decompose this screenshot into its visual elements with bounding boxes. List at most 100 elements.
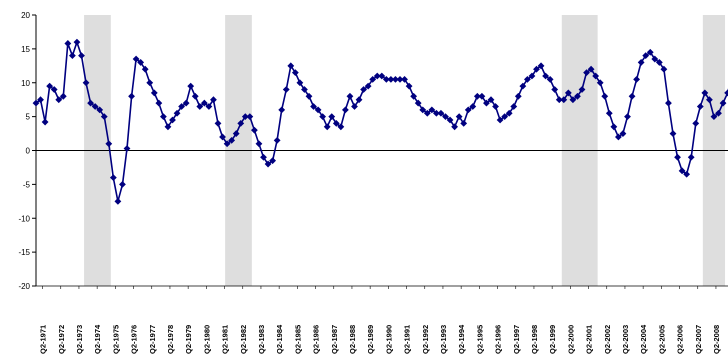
data-point [382,75,390,83]
data-point [205,103,213,110]
x-tick-label: Q2-1976 [130,325,139,354]
x-tick-label: Q2-1972 [57,325,66,354]
data-point [119,180,126,188]
data-point [564,89,572,97]
data-point [633,75,640,83]
data-point [651,55,659,63]
data-point [719,99,727,107]
data-point [360,86,367,93]
x-tick-label: Q2-1987 [330,325,339,354]
data-point [287,62,295,70]
data-point [96,106,104,114]
series-markers [32,38,728,205]
data-point [483,99,490,107]
data-point [473,92,481,100]
data-point [537,62,545,70]
data-point [46,82,54,90]
data-point [519,82,527,90]
data-point [196,103,204,110]
data-point [241,113,249,121]
data-point [669,130,677,137]
x-tick-label: Q2-1982 [239,325,248,354]
y-tick-label: 20 [21,11,30,20]
x-axis-ticks: Q2-1971 Q2-1972 Q2-1973 Q2-1974 Q2-1975 Q2-19… [39,286,721,354]
x-tick-label: Q2-1989 [366,325,375,354]
data-point [665,99,672,107]
x-tick-label: Q2-2004 [639,324,648,354]
data-point [87,99,94,107]
x-tick-label: Q2-2006 [676,325,685,354]
data-point [428,106,436,114]
data-point [273,136,281,144]
data-point [200,99,208,107]
data-point [683,170,691,178]
data-point [328,113,336,121]
data-point [496,116,504,124]
data-point [387,75,395,83]
data-point [373,72,381,80]
x-tick-label: Q2-1981 [221,325,230,354]
data-point [605,109,613,117]
data-point [232,130,240,137]
x-tick-label: Q2-2001 [585,325,594,354]
x-tick-label: Q2-1988 [348,325,357,354]
data-point [314,106,322,114]
data-point [355,96,363,104]
data-point [237,120,245,127]
data-point [437,109,445,117]
data-point [574,92,581,100]
y-tick-label: -20 [18,282,30,291]
y-axis-ticks: 20 15 10 5 0 -5 -10 -15 -20 [18,11,36,291]
data-point [228,136,236,144]
data-point [146,79,154,87]
y-tick-label: 10 [21,79,30,88]
data-point [223,140,231,148]
data-point [455,113,463,121]
x-tick-label: Q2-1992 [421,325,430,354]
x-tick-label: Q2-1973 [75,325,84,354]
x-tick-label: Q2-1996 [494,325,503,354]
x-tick-label: Q2-1998 [530,325,539,354]
data-point [332,120,340,127]
data-point [100,113,108,121]
x-tick-label: Q2-1994 [457,324,466,354]
data-point [82,79,90,87]
x-tick-label: Q2-1978 [166,325,175,354]
x-tick-label: Q2-1986 [312,325,321,354]
x-tick-label: Q2-1975 [111,325,120,354]
x-tick-label: Q2-1999 [548,325,557,354]
data-point [378,72,386,80]
data-point [524,75,531,83]
data-point [505,109,513,117]
data-point [346,92,354,100]
data-point [592,72,600,80]
data-point [446,116,454,124]
y-tick-label: 15 [21,45,30,54]
x-tick-label: Q2-1984 [275,324,284,354]
data-point [64,40,72,47]
data-point [501,113,509,121]
data-point [369,75,377,83]
data-point [210,96,217,104]
data-point [433,109,440,117]
data-point [78,52,85,60]
data-point [392,75,399,83]
data-point [219,133,226,141]
data-point [583,69,590,76]
data-point [414,99,422,107]
data-point [351,103,358,110]
data-point [660,65,668,73]
data-point [487,96,495,104]
data-point [410,92,418,100]
data-point [32,99,40,107]
data-point [251,126,258,134]
data-point [610,123,618,131]
data-point [405,82,413,90]
data-point [514,92,522,100]
data-point [442,113,449,121]
data-point [69,52,76,60]
data-point [264,160,272,168]
x-tick-label: Q2-2005 [657,325,666,354]
data-point [50,86,58,93]
